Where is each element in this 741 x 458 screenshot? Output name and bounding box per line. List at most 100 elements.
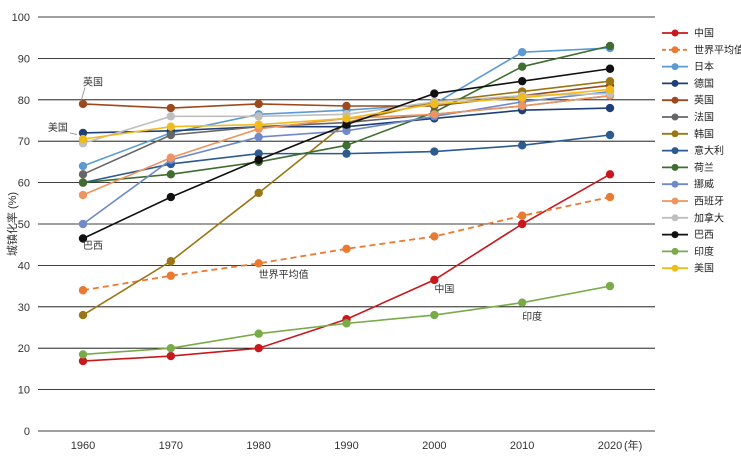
data-point [430,310,439,320]
data-point [254,99,263,109]
data-point [605,85,615,94]
data-point [78,350,88,359]
data-point [342,149,351,158]
data-point [342,244,351,254]
legend-item: 印度 [662,245,714,258]
legend-swatch-marker [671,29,679,37]
y-tick-label: 90 [18,53,30,65]
y-tick-label: 30 [18,302,30,314]
data-point [605,130,615,140]
data-point [517,211,527,220]
data-point [254,188,263,198]
series [78,192,615,295]
data-point [254,329,263,338]
legend-swatch-marker [671,163,679,171]
legend-item: 加拿大 [662,211,724,224]
data-point [605,64,615,73]
data-point [517,101,527,111]
annotation-label: 英国 [83,75,103,88]
legend-swatch-marker [671,180,679,188]
y-tick-label: 0 [24,426,30,438]
data-point [342,114,351,123]
legend-label: 荷兰 [694,161,714,174]
data-point [342,141,351,150]
data-point [430,99,439,109]
x-tick-label: 2000 [422,440,446,452]
legend-item: 法国 [662,111,714,124]
x-axis-unit-label: (年) [624,438,642,452]
data-point [517,76,527,86]
y-tick-label: 80 [18,95,30,107]
data-point [254,344,263,353]
legend-swatch-marker [671,63,679,71]
annotation-label: 印度 [522,310,542,323]
legend-label: 美国 [694,262,714,275]
annotation-label: 美国 [48,121,68,134]
data-point [254,155,263,165]
legend-label: 中国 [694,27,714,40]
data-point [517,93,527,102]
data-point [166,130,176,140]
x-axis-ticks: 1960 1970 1980 1990 2000 2010 2020 [71,440,622,452]
data-point [166,170,176,179]
data-point [342,319,351,328]
legend-item: 世界平均值 [662,43,741,56]
y-tick-label: 20 [18,343,30,355]
y-axis-ticks: 0 10 20 30 40 50 60 70 80 90 100 [12,12,30,438]
y-tick-label: 50 [18,219,30,231]
data-point [166,257,176,266]
data-point [78,190,88,200]
x-tick-label: 1960 [71,440,95,452]
data-point [430,89,439,98]
series-line [82,173,611,362]
x-tick-label: 1990 [334,440,358,452]
y-tick-label: 60 [18,178,30,190]
legend-item: 挪威 [662,178,714,191]
legend-item: 荷兰 [662,161,714,174]
series-lines [78,41,615,366]
data-point [254,120,263,129]
data-point [78,128,88,138]
data-point [166,351,176,361]
legend-label: 西班牙 [694,196,724,208]
legend-item: 英国 [662,94,714,107]
data-point [166,112,176,121]
data-point [517,298,527,307]
data-point [605,76,615,86]
series-line [82,196,611,292]
data-point [517,219,527,229]
legend-label: 印度 [694,245,714,258]
legend-item: 德国 [662,77,714,90]
legend-item: 韩国 [662,127,714,140]
legend-swatch-marker [671,247,679,255]
data-point [430,232,439,241]
annotation-label: 巴西 [83,240,103,252]
data-point [342,101,351,111]
legend-label: 挪威 [694,178,714,191]
annotation-label: 世界平均值 [259,268,309,281]
y-axis-label: 城镇化率 (%) [5,192,19,256]
x-tick-label: 2020 [598,440,622,452]
data-point [78,310,88,320]
data-point [78,286,88,295]
legend-label: 韩国 [694,127,714,140]
data-point [166,344,176,353]
legend-swatch-marker [671,130,679,138]
data-point [517,47,527,57]
series [78,130,615,187]
legend-swatch-marker [671,231,679,239]
y-tick-label: 100 [12,12,30,24]
data-point [166,153,176,162]
data-point [430,275,439,285]
series [78,64,615,243]
legend-swatch-marker [671,264,679,272]
x-tick-label: 1970 [159,440,183,452]
data-point [78,161,88,171]
data-point [166,103,176,113]
data-point [166,271,176,280]
data-point [605,281,615,291]
annotation-label: 中国 [434,282,454,295]
legend-item: 意大利 [662,144,724,157]
